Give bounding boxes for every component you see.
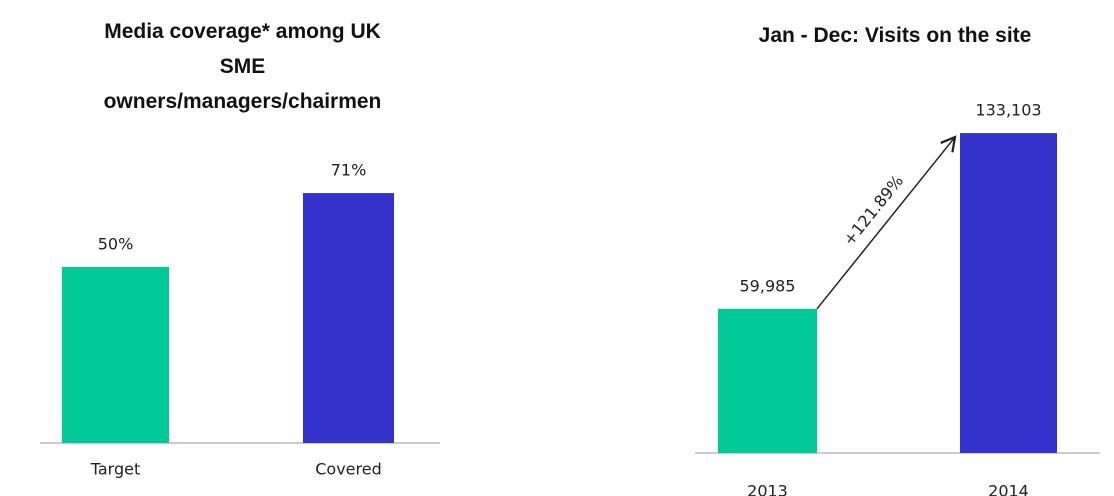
chart-title: Media coverage* among UK SME owners/mana… [103, 20, 382, 113]
arrow [816, 135, 957, 310]
bar [960, 133, 1057, 453]
bar [303, 193, 394, 443]
x-tick-label: Target [90, 460, 141, 479]
value-label: 133,103 [975, 101, 1041, 120]
x-tick-label: Covered [315, 460, 382, 479]
chart-title: Jan - Dec: Visits on the site [758, 24, 1032, 47]
value-label: 59,985 [740, 276, 796, 295]
x-tick-label: 2014 [988, 482, 1029, 496]
bar [62, 267, 169, 443]
value-label: 50% [98, 235, 134, 254]
bar [718, 308, 817, 453]
value-label: 71% [331, 161, 367, 180]
x-tick-label: 2013 [747, 482, 788, 496]
